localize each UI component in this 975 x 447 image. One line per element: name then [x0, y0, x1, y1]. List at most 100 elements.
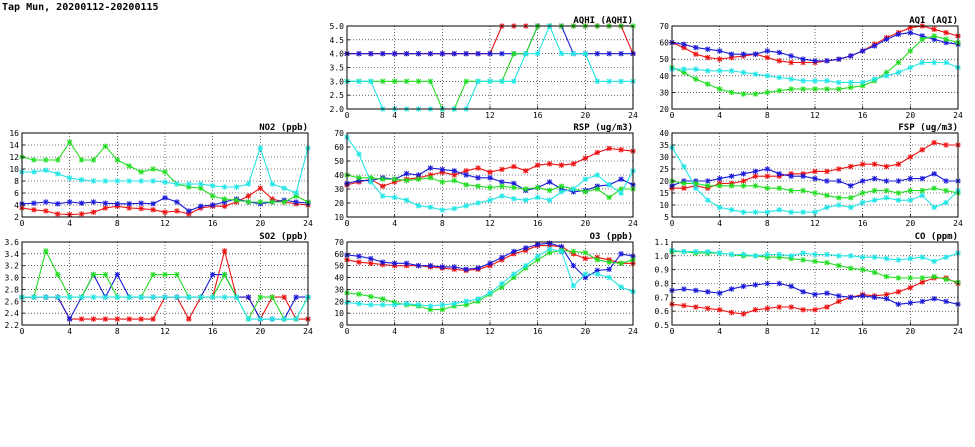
aqi-series-green-point: [800, 86, 806, 92]
no2-series-green-point: [221, 196, 228, 202]
no2-series-red-point: [126, 205, 132, 211]
o3-ytick-label: 20: [334, 297, 344, 306]
rsp-series-cyan-point: [391, 194, 398, 201]
no2-xtick-label: 4: [67, 219, 72, 228]
fsp-series-green-point: [776, 185, 782, 191]
so2-series-cyan-point: [209, 294, 216, 300]
co-xtick-label: 8: [765, 327, 770, 336]
fsp-series-blue-point: [883, 178, 890, 184]
co-series-cyan-point: [836, 253, 842, 259]
fsp-series-red-point: [764, 173, 771, 179]
fsp-series-green-point: [693, 180, 699, 187]
aqi-series-red-point: [681, 44, 687, 51]
aqi-ytick-label: 40: [659, 72, 669, 81]
co-series-cyan-point: [740, 251, 747, 258]
co-series-green-point: [859, 266, 866, 273]
co-series-blue-point: [848, 294, 854, 301]
rsp-series-cyan-point: [368, 179, 374, 185]
so2-series-red-point: [78, 316, 85, 322]
co-series-cyan-point: [764, 251, 771, 258]
o3-ytick-label: 40: [334, 274, 344, 283]
aqhi-ytick-label: 3.0: [330, 77, 345, 86]
o3-xtick-label: 8: [440, 327, 445, 336]
so2-series-green-point: [102, 271, 109, 278]
rsp-series-red-point: [618, 147, 624, 153]
co-series-blue-point: [883, 296, 890, 302]
no2-series-green-point: [31, 157, 37, 163]
fsp-series-cyan-point: [776, 207, 782, 213]
co-series-cyan-point: [895, 257, 902, 263]
no2-series-red-point: [78, 211, 85, 217]
co-xtick-label: 16: [858, 327, 868, 336]
aqi-series-cyan-point: [943, 59, 949, 66]
co-series-blue-point: [693, 287, 699, 294]
no2-ytick-label: 6: [14, 189, 19, 198]
fsp-series-green-point: [943, 187, 949, 194]
rsp-series-blue-point: [439, 166, 446, 173]
so2-panel: SO2 (ppb) 0 4 8 12 16 20 24 2.2 2.4 2.6 2.8 3.0 3.2 3.…: [5, 232, 313, 336]
rsp-ytick-label: 70: [334, 129, 344, 138]
rsp-series-green-point: [475, 183, 481, 189]
rsp-series-green-point: [403, 177, 410, 184]
co-series-red-point: [728, 309, 735, 316]
aqi-series-blue-point: [895, 31, 902, 37]
aqi-series-blue-point: [883, 36, 890, 42]
so2-series-green-point: [269, 294, 275, 300]
co-series-green-point: [776, 254, 782, 260]
fsp-series-blue-point: [943, 178, 949, 184]
o3-ytick-label: 50: [334, 262, 344, 271]
no2-series-blue-point: [90, 199, 97, 205]
fsp-series-blue-point: [895, 178, 902, 184]
o3-series-cyan-point: [368, 302, 374, 308]
so2-series-cyan-point: [126, 294, 132, 300]
co-ytick-label: 0.8: [655, 280, 670, 289]
aqi-series-blue-point: [716, 48, 723, 54]
fsp-series-cyan-point: [883, 195, 890, 201]
aqi-series-red-point: [764, 54, 771, 61]
so2-series-blue-point: [209, 271, 216, 278]
fsp-xtick-label: 24: [953, 219, 963, 228]
o3-series-cyan-point: [439, 302, 446, 308]
fsp-ytick-label: 40: [659, 129, 669, 138]
fsp-xtick-label: 8: [765, 219, 770, 228]
co-series-blue-point: [681, 286, 687, 292]
no2-series-red-point: [245, 193, 252, 199]
rsp-series-red-point: [558, 162, 565, 168]
so2-series-cyan-point: [150, 294, 156, 300]
o3-series-blue-point: [618, 251, 624, 257]
o3-series-cyan-point: [511, 271, 517, 277]
co-series-red-point: [919, 279, 925, 285]
rsp-xtick-label: 20: [581, 219, 591, 228]
aqi-xtick-label: 0: [670, 111, 675, 120]
no2-ytick-label: 16: [9, 129, 19, 138]
rsp-series-green-point: [594, 186, 600, 192]
no2-xtick-label: 20: [256, 219, 266, 228]
rsp-series-red-point: [451, 172, 457, 178]
fsp-series-green-point: [788, 187, 794, 194]
aqhi-series-cyan-point: [582, 50, 589, 57]
aqhi-series-green-point: [380, 78, 386, 85]
o3-series-blue-point: [511, 248, 517, 255]
aqhi-series-cyan-point: [487, 78, 493, 85]
o3-series-green-point: [570, 248, 577, 255]
aqi-series-blue-point: [776, 49, 782, 56]
so2-series-red-point: [221, 248, 228, 254]
no2-ytick-label: 14: [9, 141, 19, 150]
rsp-series-blue-point: [463, 172, 469, 178]
fsp-series-green-point: [716, 183, 723, 189]
no2-ytick-label: 8: [14, 177, 19, 186]
no2-title: NO2 (ppb): [259, 123, 308, 133]
rsp-series-red-point: [534, 162, 541, 168]
co-series-cyan-point: [943, 254, 949, 260]
so2-series-cyan-point: [233, 294, 240, 300]
no2-series-blue-point: [66, 199, 73, 205]
co-series-blue-point: [788, 283, 794, 289]
o3-series-cyan-point: [487, 290, 493, 296]
no2-series-green-point: [43, 157, 49, 163]
so2-xtick-label: 24: [303, 327, 313, 336]
o3-series-blue-point: [606, 266, 612, 272]
fsp-series-blue-point: [752, 168, 759, 175]
aqi-series-green-point: [943, 36, 949, 42]
o3-series-red-point: [356, 259, 362, 265]
co-series-red-point: [740, 311, 747, 317]
